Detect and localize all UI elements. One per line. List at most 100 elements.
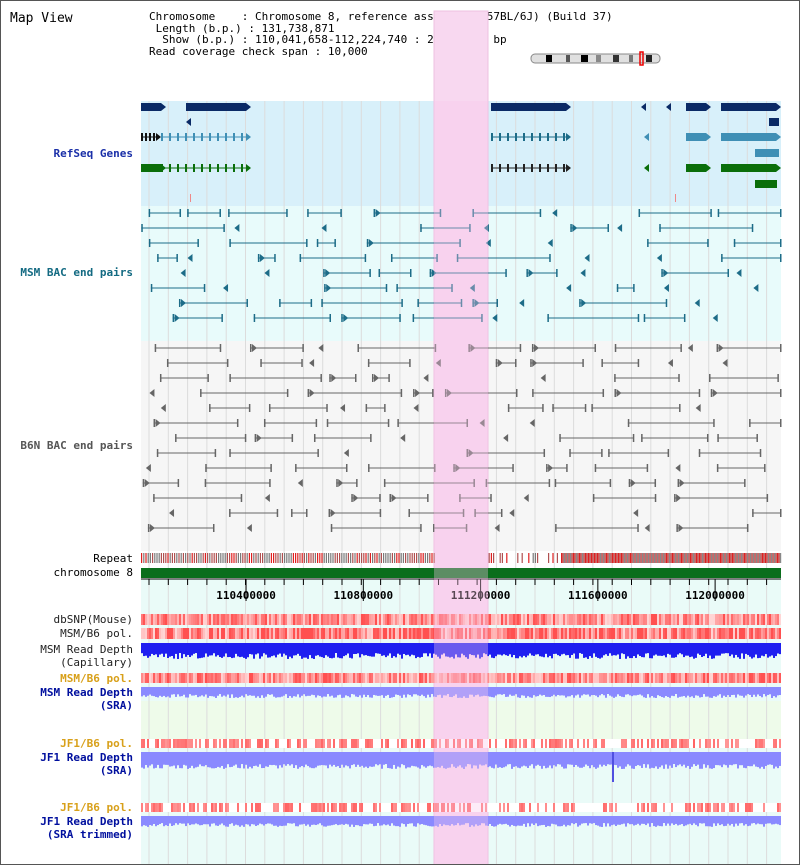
bac-end-marker [566, 284, 572, 292]
bac-end-marker [169, 509, 175, 517]
coverage-key: Read coverage check span [149, 44, 308, 58]
bac-end-marker [297, 479, 303, 487]
bac-end-marker [246, 524, 252, 532]
bac-end-marker [180, 269, 186, 277]
bac-end-marker [667, 359, 673, 367]
bac-end-marker [617, 224, 623, 232]
bac-end-marker [309, 359, 315, 367]
bac-end-marker [547, 239, 553, 247]
bac-end-marker [722, 359, 728, 367]
b6n-bac-label: B6N BAC end pairs [20, 439, 133, 452]
bac-end-marker [423, 374, 429, 382]
msm-b6-pol-label: MSM/B6 pol. [60, 627, 133, 640]
bac-end-marker [540, 374, 546, 382]
msm-depth-sra [141, 687, 781, 698]
bac-end-marker [340, 404, 346, 412]
bac-end-marker [321, 224, 327, 232]
bac-end-marker [400, 434, 406, 442]
jf1-depth-trimmed [141, 816, 781, 827]
bac-end-marker [160, 404, 166, 412]
gene-feature [686, 164, 706, 172]
jf1-b6-pol-2-heatmap [141, 803, 781, 812]
bac-end-marker [485, 239, 491, 247]
bac-end-marker [656, 254, 662, 262]
highlight-border [433, 10, 489, 864]
chromosome-bar-label: chromosome 8 [53, 566, 133, 579]
highlight-overlay [434, 101, 488, 864]
bac-end-marker [584, 254, 590, 262]
jf1-depth-trim-label-2: (SRA trimmed) [46, 828, 133, 841]
highlight-region [434, 11, 488, 864]
jf1-depth-sra [141, 752, 781, 769]
axis-tick-label: 111600000 [568, 589, 628, 602]
bac-end-marker [264, 494, 270, 502]
gene-feature [721, 164, 776, 172]
bac-end-marker [694, 299, 700, 307]
bac-end-marker [663, 284, 669, 292]
msm-depth-sra-label-2: (SRA) [99, 699, 133, 712]
position-axis: 110400000 110800000 111200000 111600000 1120… [141, 578, 781, 602]
msm-b6-pol-2-label: MSM/B6 pol. [60, 672, 133, 685]
gene-marker [675, 194, 676, 202]
bac-end-marker [223, 284, 229, 292]
msm-depth-capillary-label-2: (Capillary) [60, 656, 133, 669]
bac-end-marker [695, 404, 701, 412]
chromosome-ideogram-icon [530, 51, 661, 66]
msm-depth-capillary-label-1: MSM Read Depth [40, 643, 133, 656]
gene-marker [190, 194, 191, 202]
chromosome-8-bar [141, 568, 781, 578]
msm-b6-pol-2-heatmap [141, 673, 781, 683]
axis-tick-label: 110400000 [216, 589, 276, 602]
show-key: Show (b.p.) [162, 33, 236, 46]
jf1-b6-pol-heatmap [141, 739, 781, 748]
jf1-depth-sra-label-2: (SRA) [99, 764, 133, 777]
gene-feature [141, 103, 161, 111]
msm-bac-pairs [141, 209, 782, 322]
jf1-depth-spike [612, 752, 614, 782]
axis-tick-label: 111200000 [451, 589, 511, 602]
bac-end-marker [479, 419, 485, 427]
gene-feature [686, 133, 706, 141]
gene-feature [721, 103, 776, 111]
gene-feature [491, 103, 566, 111]
gene-feature [186, 103, 246, 111]
bac-end-marker [519, 299, 525, 307]
coverage-value: 10,000 [327, 44, 368, 58]
jf1-b6-pol-2-label: JF1/B6 pol. [60, 801, 133, 814]
axis-tick-label: 112000000 [685, 589, 745, 602]
repeat-track [141, 553, 782, 563]
msm-bac-label: MSM BAC end pairs [20, 266, 133, 279]
refseq-genes-label: RefSeq Genes [53, 147, 133, 160]
chromosome-info: Chromosome : Chromosome 8, reference ass… [149, 10, 613, 58]
bac-end-marker [712, 314, 718, 322]
bac-end-marker [753, 284, 759, 292]
bac-end-marker [509, 509, 515, 517]
dbsnp-heatmap [141, 614, 781, 625]
bac-end-marker [494, 524, 500, 532]
axis-tick-label: 110800000 [334, 589, 394, 602]
bac-end-marker [187, 254, 193, 262]
bac-end-marker [492, 314, 498, 322]
jf1-b6-pol-label: JF1/B6 pol. [60, 737, 133, 750]
length-key: Length (b.p.) [155, 21, 242, 35]
b6n-bac-pairs [142, 344, 782, 532]
gene-feature [141, 164, 161, 172]
dbsnp-label: dbSNP(Mouse) [53, 613, 133, 626]
bac-end-marker [552, 209, 558, 217]
bac-end-marker [343, 449, 349, 457]
msm-depth-sra-label-1: MSM Read Depth [40, 686, 133, 699]
bac-end-marker [633, 509, 639, 517]
bac-end-marker [529, 419, 535, 427]
bac-end-marker [318, 344, 324, 352]
msm-b6-pol-heatmap [141, 628, 781, 639]
bac-end-marker [736, 269, 742, 277]
length-value: 131,738,871 [261, 21, 335, 35]
bac-end-marker [503, 434, 509, 442]
bac-end-marker [483, 224, 489, 232]
bac-end-marker [469, 284, 475, 292]
bac-end-marker [413, 404, 419, 412]
bac-end-marker [145, 464, 151, 472]
jf1-depth-trim-label-1: JF1 Read Depth [40, 815, 133, 828]
